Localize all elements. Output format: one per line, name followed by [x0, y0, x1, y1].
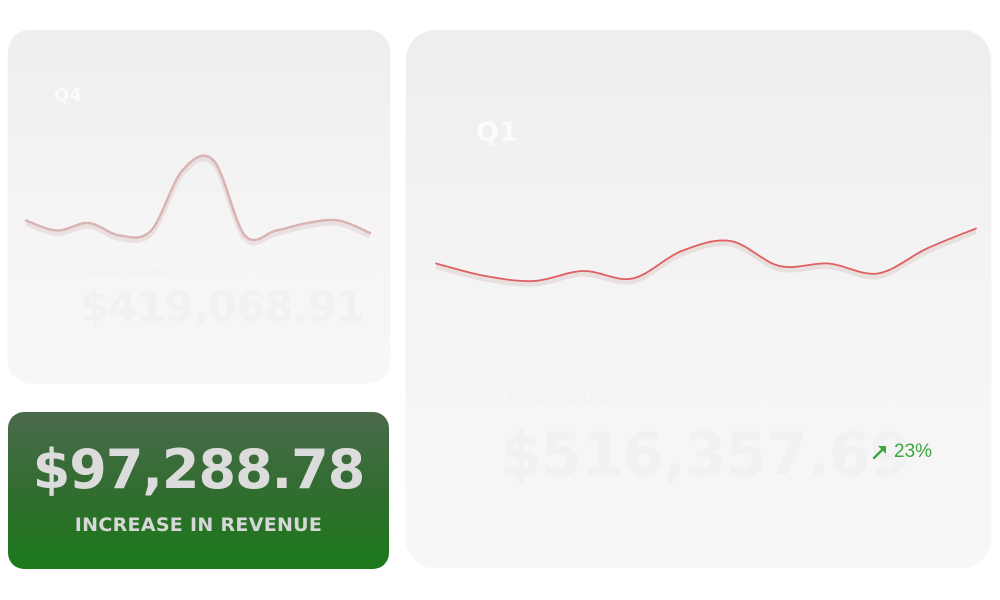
total-sales-value: $516,357.69 — [500, 420, 911, 490]
trend-up-arrow-icon — [872, 446, 886, 460]
quarter-label: Q1 — [476, 117, 518, 148]
quarter-label: Q4 — [54, 85, 82, 106]
q1-series-line-shadow — [435, 229, 977, 287]
q1-series-line — [435, 227, 977, 283]
revenue-increase-card[interactable]: $97,288.78 INCREASE IN REVENUE — [8, 412, 389, 569]
total-sales-caption: Total Sales — [506, 390, 610, 410]
q1-sales-card[interactable]: Q1 Total Sales $516,357.69 23% — [406, 30, 991, 568]
trend-percentage: 23% — [894, 441, 933, 462]
q4-series-line — [24, 154, 372, 242]
q4-series-line-shadow — [25, 156, 372, 246]
q1-sales-sparkline — [435, 227, 977, 287]
revenue-increase-caption: INCREASE IN REVENUE — [74, 514, 323, 536]
revenue-increase-amount: $97,288.78 — [32, 438, 366, 501]
sales-trend-indicator: 23% — [872, 441, 932, 463]
total-sales-value: $419,068.91 — [80, 282, 365, 331]
q4-sales-sparkline — [24, 154, 372, 246]
q4-sales-card[interactable]: Q4 Total Sales $419,068.91 — [8, 30, 390, 383]
total-sales-caption: Total Sales — [84, 264, 170, 280]
